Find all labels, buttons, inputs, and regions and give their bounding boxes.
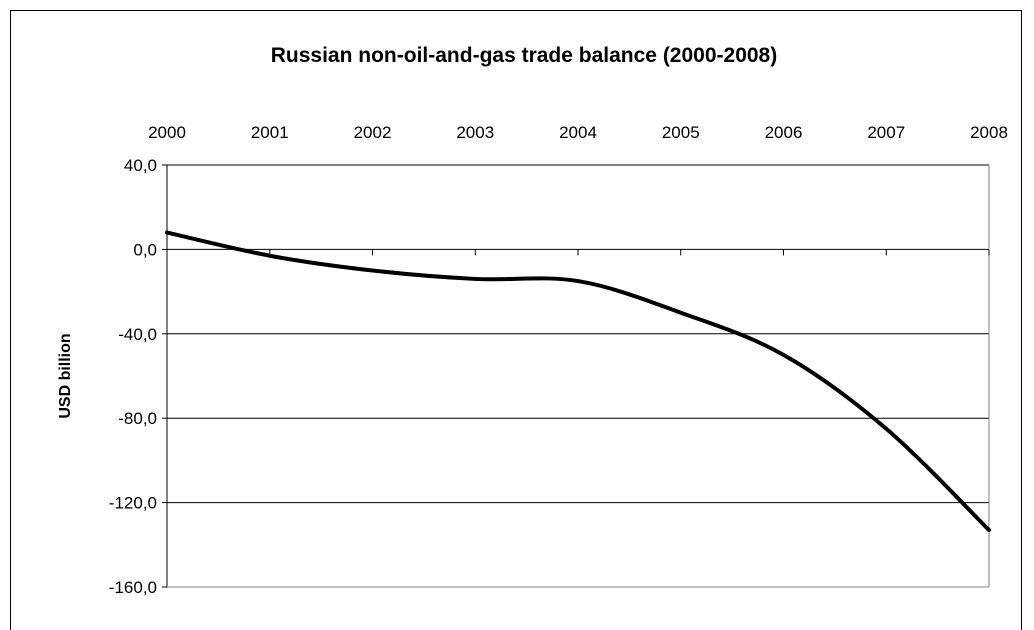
x-tick-label-8: 2008 [970,123,1008,142]
data-point-2003 [473,277,477,281]
y-axis-label: USD billion [57,333,74,418]
y-tick-label-1: 0,0 [133,240,157,259]
x-tick-label-2: 2002 [354,123,392,142]
x-axis-ticks: 2000 2001 2002 2003 2004 2005 2006 2007 2008 [148,123,1008,256]
series-line-0 [165,230,991,533]
x-tick-label-0: 2000 [148,123,186,142]
gridlines [166,164,990,588]
data-point-2005 [679,311,683,315]
data-point-2001 [268,254,272,258]
x-tick-label-7: 2007 [867,123,905,142]
y-tick-label-5: -160,0 [109,578,157,597]
x-tick-label-4: 2004 [559,123,597,142]
y-tick-label-4: -120,0 [109,494,157,513]
data-point-2004 [576,279,580,283]
x-tick-label-5: 2005 [662,123,700,142]
y-tick-label-3: -80,0 [118,409,157,428]
series-group [165,230,991,533]
data-point-2002 [371,269,375,273]
data-point-2008 [987,528,991,532]
x-tick-label-1: 2001 [251,123,289,142]
data-point-2000 [165,231,169,235]
x-tick-label-3: 2003 [456,123,494,142]
y-tick-label-0: 40,0 [124,156,157,175]
y-axis-ticks: 40,0 0,0 -40,0 -80,0 -120,0 -160,0 [109,156,167,597]
chart-title: Russian non-oil-and-gas trade balance (2… [271,44,777,67]
data-point-2007 [884,427,888,431]
data-point-2006 [782,353,786,357]
x-tick-label-6: 2006 [765,123,803,142]
y-tick-label-2: -40,0 [118,325,157,344]
chart-frame [10,10,1022,630]
